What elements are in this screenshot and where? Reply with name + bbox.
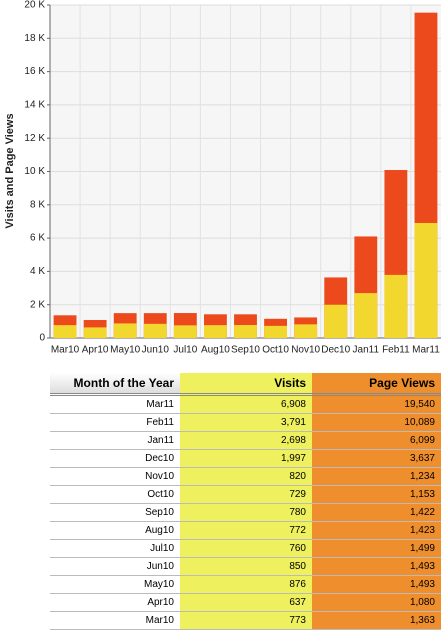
header-cell: Month of the Year bbox=[50, 373, 180, 396]
table-cell: 3,791 bbox=[180, 413, 312, 432]
table-cell: 729 bbox=[180, 485, 312, 504]
header-cell: Page Views bbox=[312, 373, 441, 396]
table-cell: Nov10 bbox=[50, 467, 180, 486]
y-tick-label: 0 bbox=[39, 333, 45, 344]
y-tick-label: 2 K bbox=[30, 299, 45, 310]
y-tick-label: 18 K bbox=[24, 33, 45, 44]
x-tick-label: Aug10 bbox=[201, 345, 230, 356]
table-cell: 1,499 bbox=[312, 539, 441, 558]
bar bbox=[384, 274, 408, 338]
y-tick-label: 8 K bbox=[30, 199, 45, 210]
table-cell: Apr10 bbox=[50, 593, 180, 612]
x-tick-label: Oct10 bbox=[262, 345, 289, 356]
table-cell: 1,997 bbox=[180, 449, 312, 468]
table-cell: Feb11 bbox=[50, 413, 180, 432]
table-row: Aug10 772 1,423 bbox=[50, 521, 441, 540]
bar bbox=[203, 325, 227, 338]
table-cell: 760 bbox=[180, 539, 312, 558]
header-cell: Visits bbox=[180, 373, 312, 396]
x-tick-label: May10 bbox=[110, 345, 140, 356]
bar bbox=[83, 327, 107, 338]
table-cell: Jul10 bbox=[50, 539, 180, 558]
table-cell: 19,540 bbox=[312, 394, 441, 414]
table-row: Dec10 1,997 3,637 bbox=[50, 449, 441, 468]
bar bbox=[234, 325, 257, 338]
table-cell: 2,698 bbox=[180, 431, 312, 450]
y-tick-label: 20 K bbox=[24, 0, 45, 11]
bar bbox=[414, 222, 438, 338]
x-tick-label: Jun10 bbox=[142, 345, 170, 356]
table-row: Month of the Year Visits Page Views bbox=[50, 373, 441, 396]
bar bbox=[264, 325, 288, 338]
table-cell: 820 bbox=[180, 467, 312, 486]
x-tick-label: Apr10 bbox=[82, 345, 109, 356]
table-cell: 1,234 bbox=[312, 467, 441, 486]
bar bbox=[324, 304, 348, 338]
table-cell: 1,493 bbox=[312, 575, 441, 594]
table-row: Jan11 2,698 6,099 bbox=[50, 431, 441, 450]
table-cell: 780 bbox=[180, 503, 312, 522]
y-tick-label: 4 K bbox=[30, 266, 45, 277]
x-tick-label: Jul10 bbox=[173, 345, 197, 356]
x-tick-label: Sep10 bbox=[231, 345, 260, 356]
table-cell: Mar10 bbox=[50, 611, 180, 630]
table-cell: 10,089 bbox=[312, 413, 441, 432]
table-cell: 850 bbox=[180, 557, 312, 576]
table-cell: 6,099 bbox=[312, 431, 441, 450]
table-cell: 6,908 bbox=[180, 394, 312, 414]
table-row: Jul10 760 1,499 bbox=[50, 539, 441, 558]
y-tick-label: 6 K bbox=[30, 233, 45, 244]
table-cell: Aug10 bbox=[50, 521, 180, 540]
table-cell: 1,153 bbox=[312, 485, 441, 504]
table-cell: 1,423 bbox=[312, 521, 441, 540]
x-tick-label: Feb11 bbox=[382, 345, 410, 356]
y-tick-label: 16 K bbox=[24, 66, 45, 77]
table-cell: Jan11 bbox=[50, 431, 180, 450]
table-cell: 637 bbox=[180, 593, 312, 612]
chart: Visits and Page Views 0 2 K 4 K 6 K 8 K 10 K 1… bbox=[4, 0, 441, 356]
table-row: May10 876 1,493 bbox=[50, 575, 441, 594]
table-cell: Jun10 bbox=[50, 557, 180, 576]
bar bbox=[173, 325, 197, 338]
bar bbox=[143, 323, 167, 338]
table-row: Apr10 637 1,080 bbox=[50, 593, 441, 612]
y-axis-label: Visits and Page Views bbox=[4, 113, 16, 228]
table-cell: Sep10 bbox=[50, 503, 180, 522]
table-cell: 876 bbox=[180, 575, 312, 594]
x-tick-label: Jan11 bbox=[353, 345, 380, 356]
x-tick-label: Dec10 bbox=[321, 345, 350, 356]
table-cell: 1,080 bbox=[312, 593, 441, 612]
table-cell: Dec10 bbox=[50, 449, 180, 468]
table-row: Feb11 3,791 10,089 bbox=[50, 413, 441, 432]
y-tick-label: 12 K bbox=[24, 133, 45, 144]
table-cell: 1,422 bbox=[312, 503, 441, 522]
table-cell: Mar11 bbox=[50, 394, 180, 414]
bar bbox=[53, 325, 77, 338]
bar bbox=[113, 323, 137, 338]
table-cell: May10 bbox=[50, 575, 180, 594]
table-row: Oct10 729 1,153 bbox=[50, 485, 441, 504]
data-table: Month of the Year Visits Page Views Mar11 6,… bbox=[50, 373, 441, 630]
bar bbox=[354, 293, 378, 338]
table-row: Nov10 820 1,234 bbox=[50, 467, 441, 486]
x-tick-label: Mar10 bbox=[51, 345, 80, 356]
table-cell: 1,493 bbox=[312, 557, 441, 576]
y-tick-label: 14 K bbox=[24, 100, 45, 111]
bar bbox=[294, 324, 318, 338]
x-tick-label: Mar11 bbox=[412, 345, 440, 356]
table-row: Mar10 773 1,363 bbox=[50, 611, 441, 630]
table-cell: 3,637 bbox=[312, 449, 441, 468]
table-row: Mar11 6,908 19,540 bbox=[50, 394, 441, 414]
table-cell: 772 bbox=[180, 521, 312, 540]
table-row: Sep10 780 1,422 bbox=[50, 503, 441, 522]
x-tick-label: Nov10 bbox=[291, 345, 320, 356]
table-row: Jun10 850 1,493 bbox=[50, 557, 441, 576]
y-tick-label: 10 K bbox=[24, 166, 45, 177]
table-cell: 1,363 bbox=[312, 611, 441, 630]
table-cell: Oct10 bbox=[50, 485, 180, 504]
table-cell: 773 bbox=[180, 611, 312, 630]
